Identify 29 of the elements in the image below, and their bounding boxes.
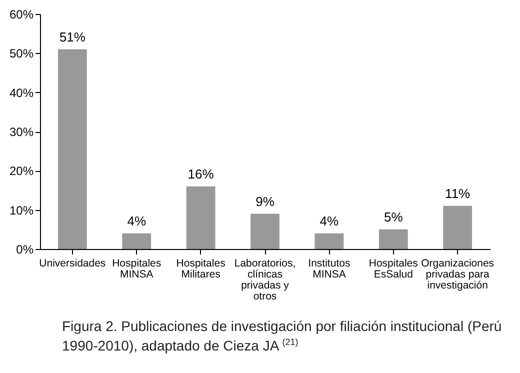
text: Figura 2. Publicaciones de investigación por filiación institucional (Perú 1990-2010), adaptado de Cieza JA $^{(21)}$	[62, 318, 503, 354]
bar	[378, 229, 408, 249]
bar	[58, 49, 87, 249]
x-tick-label: Laboratorios, clínicas privadas y otros	[234, 258, 296, 302]
x-tick-label: Universidades	[39, 258, 106, 270]
x-tick-label: Institutos MINSA	[308, 258, 350, 280]
y-tick-label: 20%	[9, 164, 34, 178]
x-tick-label: Hospitales MINSA	[112, 258, 162, 280]
bar	[314, 233, 344, 249]
y-tick-label: 50%	[9, 46, 34, 61]
x-tick-label: Hospitales EsSalud	[368, 258, 418, 280]
data-label: 16%	[188, 166, 214, 182]
bar	[186, 186, 216, 249]
data-label: 4%	[127, 213, 146, 228]
data-label: 11%	[445, 186, 471, 201]
y-tick-label: 40%	[9, 86, 34, 100]
data-label: 4%	[320, 213, 340, 228]
data-label: 5%	[384, 209, 404, 224]
bar	[250, 214, 280, 249]
data-label: 51%	[59, 29, 86, 44]
data-label: 9%	[256, 194, 275, 209]
x-tick-label: Hospitales Militares	[176, 258, 226, 280]
y-tick-label: 10%	[9, 203, 34, 218]
y-tick-label: 30%	[9, 125, 34, 139]
y-tick-label: 60%	[9, 8, 34, 22]
y-tick-label: 0%	[16, 242, 34, 256]
bar	[443, 206, 472, 249]
bar	[122, 233, 152, 249]
x-tick-label: Organizaciones privadas para investigación	[421, 258, 494, 292]
